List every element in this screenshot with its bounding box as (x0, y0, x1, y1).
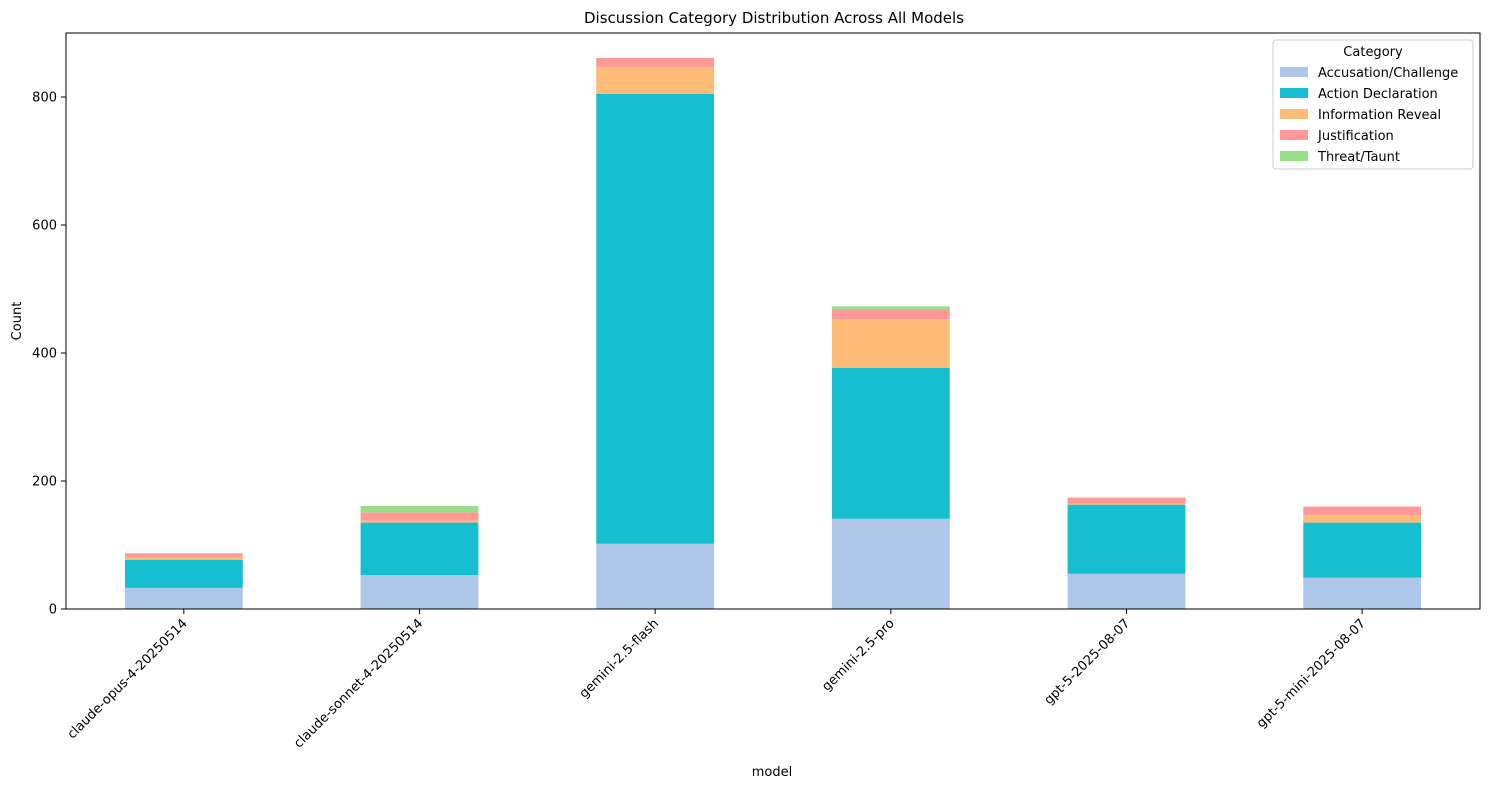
legend-label: Action Declaration (1318, 87, 1438, 102)
y-tick-label: 800 (32, 91, 57, 106)
legend-label: Justification (1317, 129, 1394, 144)
bar-0-series-0 (124, 587, 243, 609)
legend-frame (1272, 39, 1474, 170)
legend-swatch (1280, 151, 1308, 161)
bar-2-series-2 (596, 66, 715, 94)
bar-1-series-2 (360, 520, 479, 523)
x-axis: claude-opus-4-20250514 claude-sonnet-4-20… (65, 609, 1369, 751)
bar-1-series-1 (360, 522, 479, 576)
y-tick-label: 200 (32, 475, 57, 490)
x-tick-label: gpt-5-mini-2025-08-07 (1254, 616, 1369, 731)
x-tick-label: claude-sonnet-4-20250514 (291, 616, 426, 751)
bar-0-series-1 (124, 559, 243, 588)
bar-5-series-2 (1303, 514, 1422, 523)
bar-1-series-3 (360, 512, 479, 521)
bar-3-series-1 (831, 367, 950, 519)
bar-0-series-2 (124, 557, 243, 560)
bar-4-series-3 (1067, 497, 1186, 504)
legend-label: Threat/Taunt (1317, 150, 1400, 165)
legend-swatch (1280, 109, 1308, 119)
legend-swatch (1280, 88, 1308, 98)
bar-4-series-2 (1067, 503, 1186, 505)
bar-3-series-0 (831, 518, 950, 609)
bar-2-series-3 (596, 57, 715, 67)
bar-2-series-1 (596, 93, 715, 544)
bar-1-series-0 (360, 575, 479, 609)
bar-1-series-4 (360, 505, 479, 513)
bar-0-series-3 (124, 553, 243, 558)
bars-group (124, 57, 1422, 609)
bar-4-series-1 (1067, 504, 1186, 574)
legend: Category Accusation/Challenge Action Decl… (1272, 39, 1474, 170)
y-tick-label: 400 (32, 347, 57, 362)
legend-label: Information Reveal (1318, 108, 1441, 123)
bar-3-series-4 (831, 306, 950, 310)
bar-5-series-3 (1303, 506, 1422, 515)
bar-4-series-0 (1067, 573, 1186, 609)
legend-swatch (1280, 130, 1308, 140)
bar-5-series-0 (1303, 577, 1422, 609)
bar-5-series-1 (1303, 522, 1422, 578)
legend-label: Accusation/Challenge (1318, 66, 1458, 81)
x-tick-label: gemini-2.5-flash (577, 616, 662, 701)
y-tick-label: 0 (49, 603, 57, 618)
bar-3-series-3 (831, 309, 950, 320)
bar-3-series-2 (831, 319, 950, 368)
y-axis: 0 200 400 600 800 (32, 91, 66, 618)
y-axis-label: Count (10, 302, 25, 341)
legend-swatch (1280, 67, 1308, 77)
x-tick-label: gemini-2.5-pro (819, 616, 897, 694)
plot-frame (65, 32, 1481, 610)
x-tick-label: gpt-5-2025-08-07 (1042, 616, 1134, 708)
y-tick-label: 600 (32, 219, 57, 234)
bar-2-series-0 (596, 543, 715, 609)
x-axis-label: model (752, 765, 792, 780)
chart-title: Discussion Category Distribution Across … (584, 9, 964, 27)
legend-title: Category (1343, 45, 1403, 60)
x-tick-label: claude-opus-4-20250514 (65, 616, 191, 742)
